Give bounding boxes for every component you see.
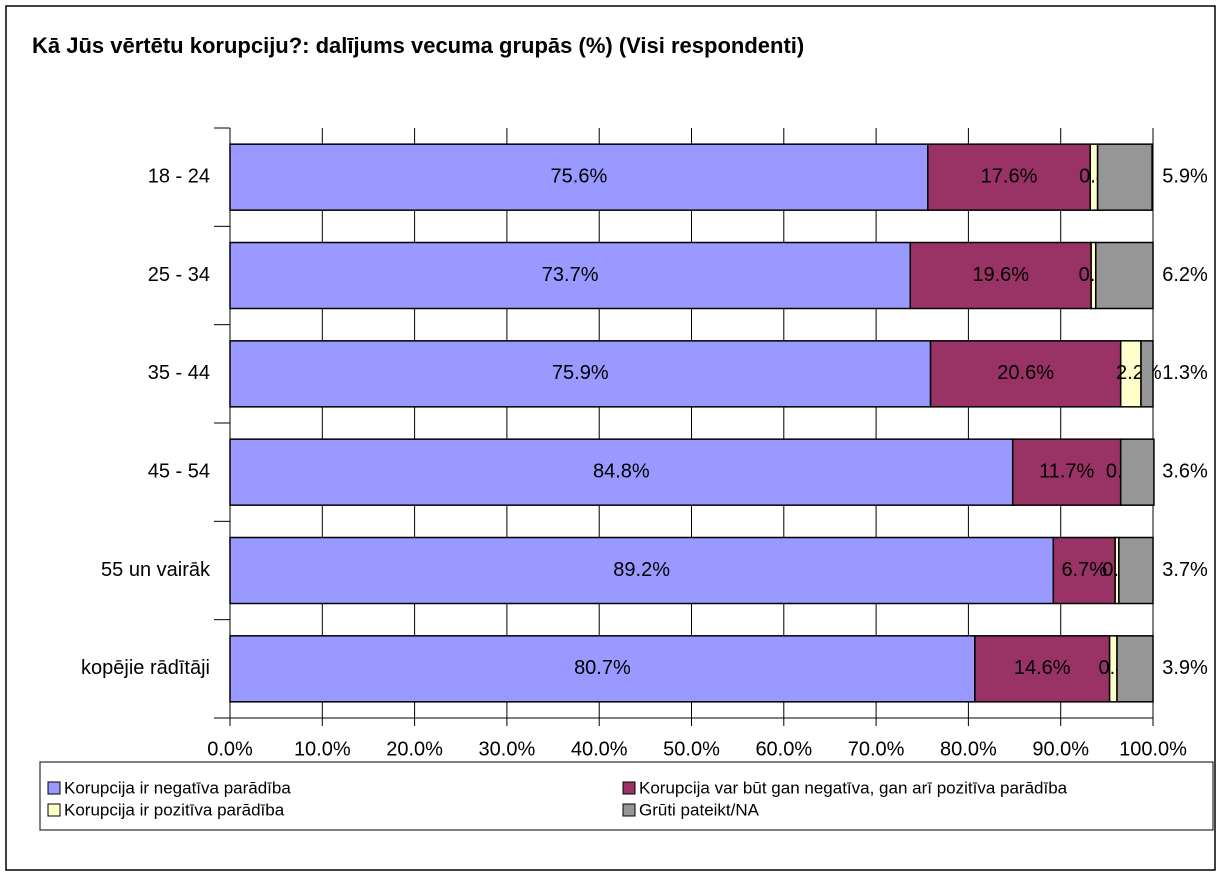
legend-swatch	[47, 781, 61, 795]
data-label: 6.7%	[1061, 559, 1107, 581]
x-tick-label: 100.0%	[1119, 738, 1187, 760]
bar-segment	[1095, 241, 1154, 310]
bar-segment	[1096, 143, 1153, 211]
data-label: 6.2%	[1162, 264, 1208, 286]
data-label: 11.7%	[1039, 460, 1094, 482]
data-label: 75.9%	[552, 362, 609, 384]
x-tick-label: 40.0%	[571, 738, 628, 760]
data-label: 14.6%	[1014, 657, 1071, 679]
data-label: 19.6%	[972, 264, 1029, 286]
x-tick-label: 70.0%	[848, 738, 905, 760]
chart-title: Kā Jūs vērtētu korupciju?: dalījums vecu…	[32, 33, 805, 58]
bar-segment	[1140, 340, 1154, 408]
bar-segment	[974, 635, 1111, 703]
x-tick-label: 90.0%	[1032, 738, 1089, 760]
bar-segment	[1118, 536, 1154, 605]
legend-swatch	[622, 803, 636, 817]
bar-segment	[929, 340, 1122, 408]
data-label: 89.2%	[613, 559, 670, 581]
bar-segment	[909, 241, 1092, 310]
y-tick-label: 45 - 54	[148, 460, 210, 482]
data-label: 84.8%	[593, 460, 650, 482]
x-tick-label: 80.0%	[940, 738, 997, 760]
x-tick-label: 50.0%	[663, 738, 720, 760]
legend-frame	[39, 761, 1214, 831]
bar-segment	[229, 143, 929, 211]
data-label: 3.9%	[1162, 657, 1208, 679]
x-tick-label: 20.0%	[386, 738, 443, 760]
y-tick-label: 35 - 44	[148, 362, 210, 384]
data-label: 73.7%	[542, 264, 599, 286]
data-label: 75.6%	[551, 165, 608, 187]
legend-label: Grūti pateikt/NA	[639, 800, 760, 819]
legend-label: Korupcija ir negatīva parādība	[64, 778, 291, 797]
bar-segment	[229, 635, 976, 703]
bar-segment	[229, 241, 912, 310]
data-label: 3.7%	[1162, 559, 1208, 581]
chart-frame	[5, 5, 1216, 871]
data-label: 5.9%	[1162, 165, 1208, 187]
data-label: 3.6%	[1162, 460, 1208, 482]
legend: Korupcija ir negatīva parādība Korupcija …	[47, 778, 1068, 819]
x-tick-label: 10.0%	[294, 738, 351, 760]
bar-segment	[1011, 438, 1122, 506]
y-tick-label: 25 - 34	[148, 264, 210, 286]
data-label: 20.6%	[997, 362, 1054, 384]
x-tick-label: 0.0%	[207, 738, 253, 760]
bar-segment	[229, 438, 1014, 506]
legend-label: Korupcija ir pozitīva parādība	[64, 800, 285, 819]
legend-swatch	[47, 803, 61, 817]
data-label: 17.6%	[981, 165, 1038, 187]
data-label: 80.7%	[574, 657, 631, 679]
data-label: 1.3%	[1162, 362, 1208, 384]
legend-swatch	[622, 781, 636, 795]
bar-segment	[927, 143, 1091, 211]
y-tick-label: 18 - 24	[148, 165, 210, 187]
x-tick-label: 30.0%	[479, 738, 536, 760]
y-tick-label: 55 un vairāk	[101, 559, 211, 581]
x-tick-label: 60.0%	[755, 738, 812, 760]
y-tick-label: kopējie rādītāji	[81, 657, 210, 679]
bar-segment	[1116, 635, 1154, 703]
data-label: 2.2%	[1116, 362, 1162, 384]
legend-label: Korupcija var būt gan negatīva, gan arī …	[639, 778, 1068, 797]
bar-segment	[1119, 438, 1155, 506]
bar-segment	[229, 340, 932, 408]
bar-segment	[229, 536, 1055, 605]
